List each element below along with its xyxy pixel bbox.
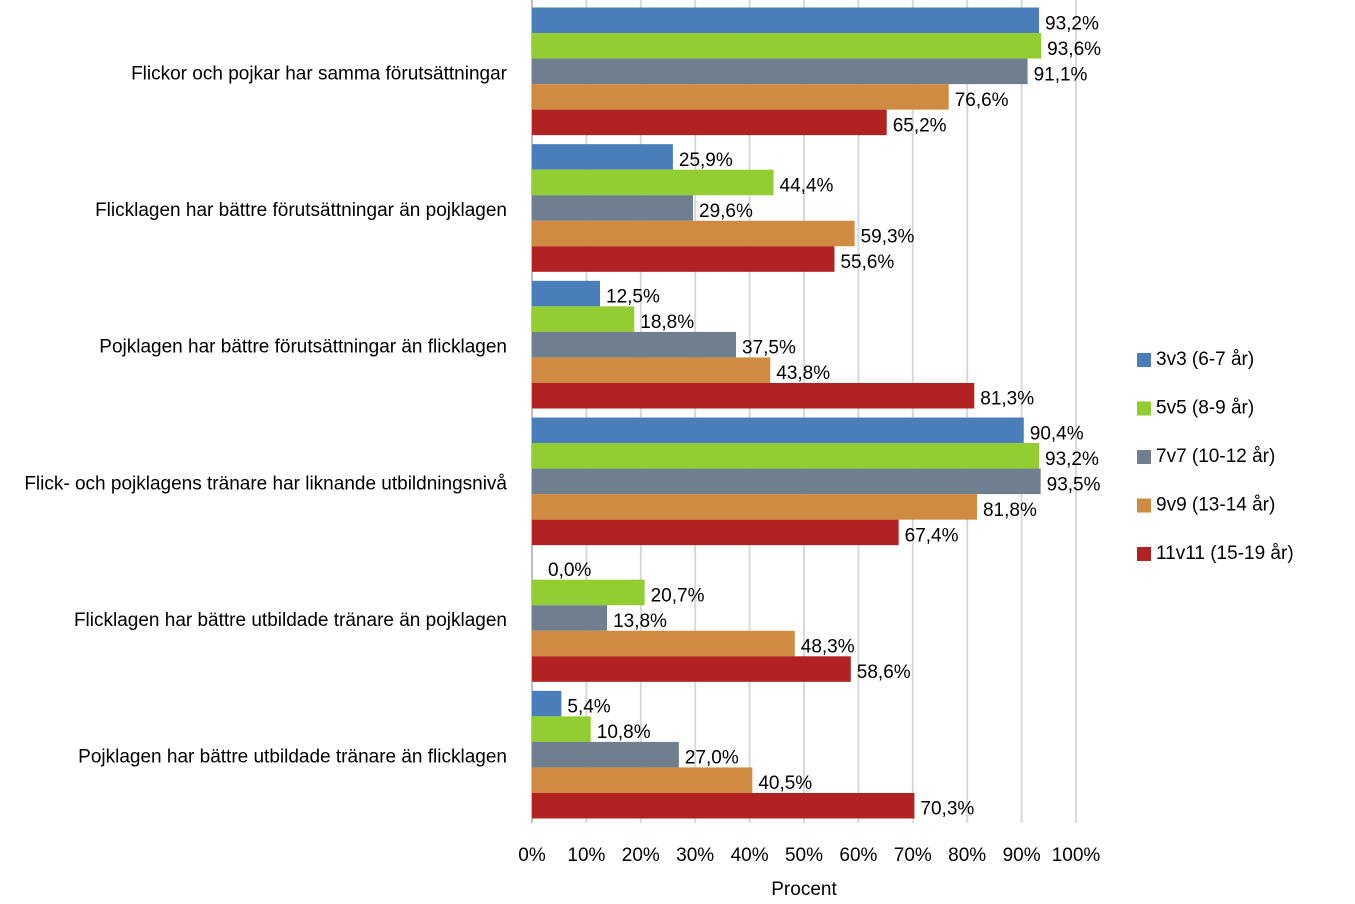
data-label: 13,8% xyxy=(613,611,667,632)
legend-swatch xyxy=(1137,401,1151,416)
bar xyxy=(532,306,635,332)
legend-swatch xyxy=(1137,353,1151,367)
x-tick-label: 10% xyxy=(567,845,605,866)
data-label: 25,9% xyxy=(679,150,733,171)
bar xyxy=(532,144,673,170)
x-tick-label: 0% xyxy=(518,845,546,866)
data-label: 91,1% xyxy=(1034,64,1088,85)
data-label: 10,8% xyxy=(597,722,651,743)
data-label: 81,3% xyxy=(980,389,1034,410)
bar xyxy=(532,280,600,307)
bar xyxy=(532,741,679,768)
bar xyxy=(532,7,1040,34)
category-label: Pojklagen har bättre förutsättningar än … xyxy=(99,337,507,358)
data-label: 18,8% xyxy=(640,312,694,333)
category-label: Pojklagen har bättre utbildade tränare ä… xyxy=(78,747,507,768)
bar xyxy=(532,382,975,409)
legend-label: 7v7 (10-12 år) xyxy=(1156,446,1275,467)
data-label: 93,2% xyxy=(1045,13,1099,34)
bar xyxy=(532,109,887,136)
bar xyxy=(532,494,977,520)
bar xyxy=(532,443,1040,469)
x-tick-label: 80% xyxy=(948,845,986,866)
legend-label: 11v11 (15-19 år) xyxy=(1156,543,1294,564)
legend-swatch xyxy=(1137,498,1151,513)
category-label: Flicklagen har bättre utbildade tränare … xyxy=(74,610,507,631)
legend-label: 5v5 (8-9 år) xyxy=(1156,398,1254,419)
data-label: 58,6% xyxy=(857,662,911,683)
data-label: 29,6% xyxy=(699,201,753,222)
bar xyxy=(532,417,1024,444)
x-tick-label: 50% xyxy=(785,845,823,866)
x-tick-label: 90% xyxy=(1003,845,1041,866)
data-label: 67,4% xyxy=(905,525,959,546)
data-label: 65,2% xyxy=(893,115,947,136)
data-label: 37,5% xyxy=(742,338,796,359)
bar xyxy=(532,58,1028,85)
bar xyxy=(532,690,562,717)
data-label: 93,2% xyxy=(1045,449,1099,470)
legend-swatch xyxy=(1137,547,1151,561)
bar xyxy=(532,605,608,631)
bar xyxy=(532,195,694,221)
data-label: 27,0% xyxy=(685,748,739,769)
data-label: 0,0% xyxy=(548,560,591,581)
data-label: 5,4% xyxy=(567,697,610,718)
category-label: Flicklagen har bättre förutsättningar än… xyxy=(95,200,507,221)
bar xyxy=(532,331,736,358)
data-label: 20,7% xyxy=(651,585,705,606)
x-tick-label: 60% xyxy=(839,845,877,866)
bar xyxy=(532,716,591,742)
bar xyxy=(532,519,899,546)
x-tick-label: 70% xyxy=(894,845,932,866)
bar xyxy=(532,33,1042,59)
x-tick-label: 30% xyxy=(676,845,714,866)
data-label: 93,6% xyxy=(1047,39,1101,60)
data-label: 76,6% xyxy=(955,90,1009,111)
data-label: 44,4% xyxy=(780,175,834,196)
x-tick-label: 20% xyxy=(622,845,660,866)
x-tick-label: 100% xyxy=(1052,845,1101,866)
data-label: 12,5% xyxy=(606,287,660,308)
data-label: 55,6% xyxy=(840,252,894,273)
legend-label: 3v3 (6-7 år) xyxy=(1156,349,1254,370)
bar xyxy=(532,220,855,247)
bar xyxy=(532,84,949,110)
data-label: 40,5% xyxy=(758,773,812,794)
data-label: 90,4% xyxy=(1030,423,1084,444)
bar xyxy=(532,357,771,383)
bar xyxy=(532,656,851,682)
x-axis-label: Procent xyxy=(771,879,837,900)
data-label: 43,8% xyxy=(776,363,830,384)
legend-swatch xyxy=(1137,450,1151,464)
bar xyxy=(532,169,774,196)
category-label: Flick- och pojklagens tränare har liknan… xyxy=(24,473,507,494)
data-label: 59,3% xyxy=(861,227,915,248)
data-label: 81,8% xyxy=(983,500,1037,521)
x-tick-label: 40% xyxy=(731,845,769,866)
data-label: 70,3% xyxy=(920,799,974,820)
bar xyxy=(532,767,753,793)
category-label: Flickor och pojkar har samma förutsättni… xyxy=(131,63,508,84)
data-label: 93,5% xyxy=(1047,474,1101,495)
legend-label: 9v9 (13-14 år) xyxy=(1156,495,1275,516)
bar xyxy=(532,246,835,272)
bar xyxy=(532,630,795,657)
bar xyxy=(532,579,645,606)
data-label: 48,3% xyxy=(801,637,855,658)
bar xyxy=(532,468,1041,495)
bar xyxy=(532,792,915,819)
